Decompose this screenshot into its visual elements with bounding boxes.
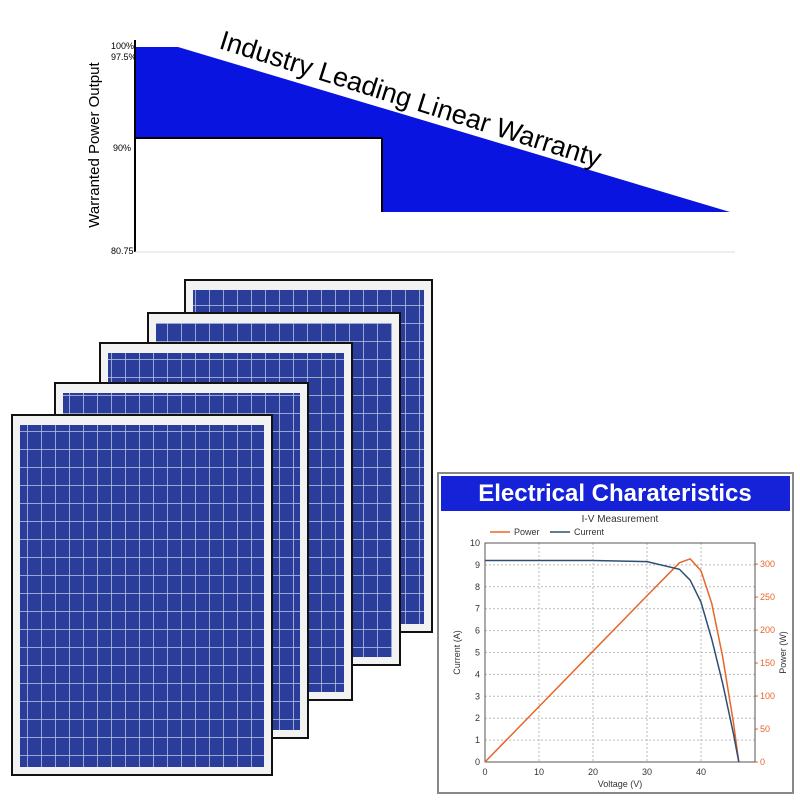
x-tick-label: 0 [482, 767, 487, 777]
y2-tick-label: 100 [760, 691, 775, 701]
x-tick-label: 30 [642, 767, 652, 777]
y-tick-label: 4 [475, 669, 480, 679]
solar-panels [11, 279, 433, 776]
ec-header-text: Electrical Charateristics [478, 480, 751, 507]
y-axis-label: Current (A) [452, 630, 462, 675]
y-tick-label: 7 [475, 604, 480, 614]
x-tick-label: 40 [696, 767, 706, 777]
y2-tick-label: 50 [760, 724, 770, 734]
series-line [484, 557, 740, 763]
y-tick-label: 5 [475, 648, 480, 658]
warranty-chart: Warranted Power Output 100% 97.5% 90% 80… [86, 25, 735, 256]
y2-tick-label: 0 [760, 757, 765, 767]
y-tick-label: 1 [475, 735, 480, 745]
y2-tick-label: 250 [760, 592, 775, 602]
y2-tick-label: 200 [760, 625, 775, 635]
y-tick-label: 2 [475, 713, 480, 723]
y2-tick-label: 150 [760, 658, 775, 668]
series-line [485, 559, 740, 763]
y-tick-label: 8 [475, 582, 480, 592]
y-tick-label: 6 [475, 626, 480, 636]
y2-axis-label: Power (W) [778, 631, 788, 674]
warranty-label: 97.5% [111, 52, 137, 62]
warranty-label: 90% [113, 143, 131, 153]
legend-label: Power [514, 527, 540, 537]
y-tick-label: 10 [470, 538, 480, 548]
y-tick-label: 3 [475, 691, 480, 701]
warranty-label: 80.75 [111, 246, 134, 256]
plot-frame [484, 542, 756, 763]
x-tick-label: 20 [588, 767, 598, 777]
y-tick-label: 9 [475, 560, 480, 570]
legend-label: Current [574, 527, 605, 537]
ec-header [441, 476, 790, 511]
warranty-label: 100% [111, 41, 134, 51]
y2-tick-label: 300 [760, 559, 775, 569]
warranty-area [135, 47, 730, 212]
panel [11, 414, 273, 776]
x-axis-label: Voltage (V) [598, 779, 643, 789]
x-tick-label: 10 [534, 767, 544, 777]
warranty-axis-label: Warranted Power Output [86, 61, 103, 227]
chart-title: I-V Measurement [582, 514, 659, 525]
y-tick-label: 0 [475, 757, 480, 767]
